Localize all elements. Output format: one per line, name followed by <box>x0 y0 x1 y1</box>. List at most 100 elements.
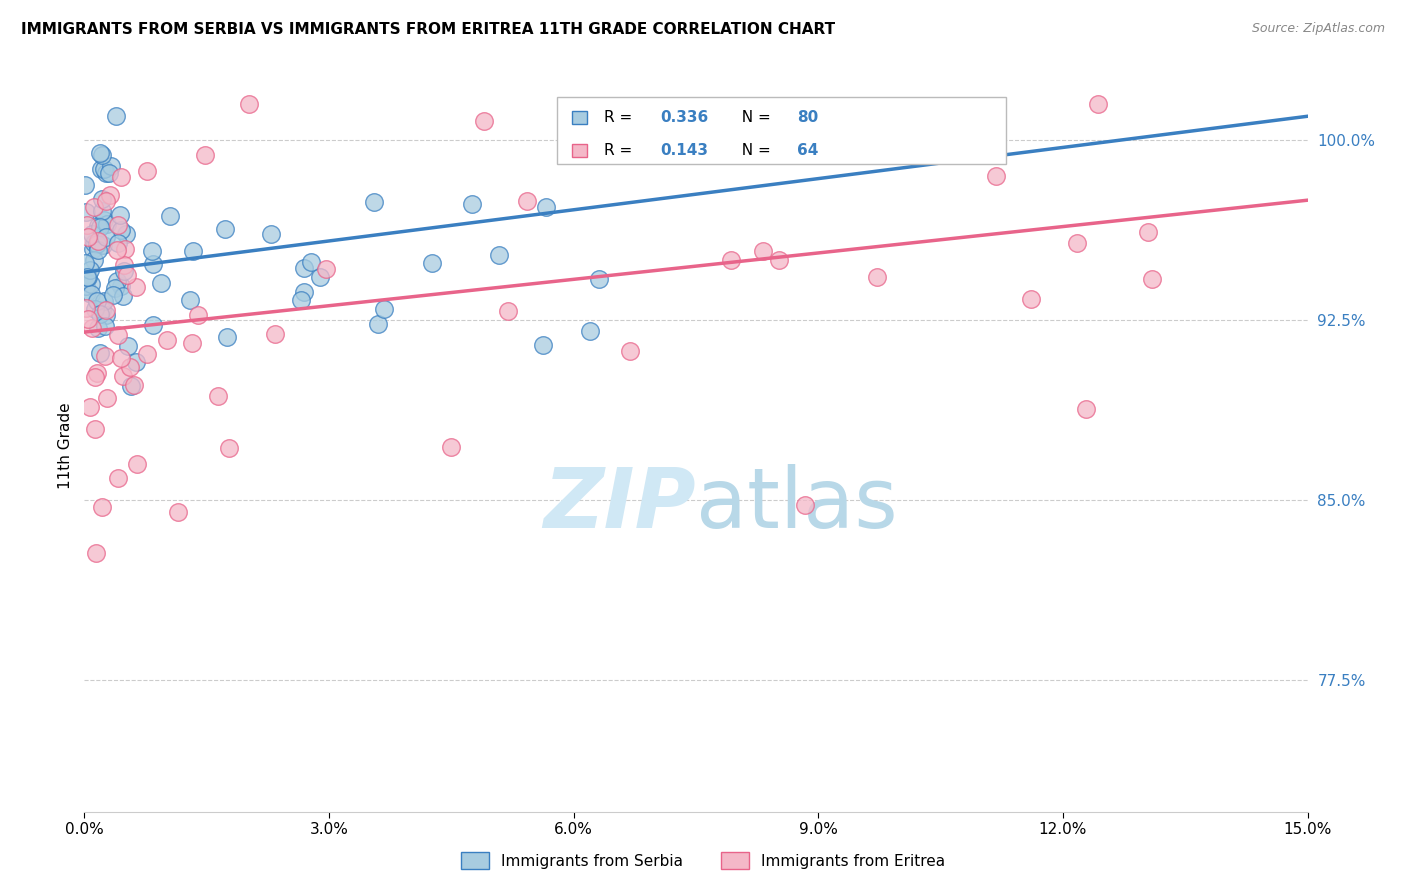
Point <box>578 324 600 338</box>
Legend: Immigrants from Serbia, Immigrants from Eritrea: Immigrants from Serbia, Immigrants from … <box>456 846 950 875</box>
Point <box>187 308 209 322</box>
Point <box>100 159 122 173</box>
Point <box>373 302 395 317</box>
Point <box>1019 293 1042 307</box>
Text: N =: N = <box>733 110 776 125</box>
Point <box>461 196 484 211</box>
Point <box>76 269 98 284</box>
Point <box>124 280 146 294</box>
Point <box>86 366 108 380</box>
Point <box>76 279 98 293</box>
Point <box>264 326 287 341</box>
Point <box>619 343 641 358</box>
Point <box>115 227 138 242</box>
Point <box>101 287 124 301</box>
Point <box>107 328 129 343</box>
Point <box>180 336 202 351</box>
Point <box>135 164 157 178</box>
Point <box>536 200 558 214</box>
Point <box>110 170 132 185</box>
Text: IMMIGRANTS FROM SERBIA VS IMMIGRANTS FROM ERITREA 11TH GRADE CORRELATION CHART: IMMIGRANTS FROM SERBIA VS IMMIGRANTS FRO… <box>21 22 835 37</box>
Point <box>179 293 201 307</box>
Point <box>125 457 148 471</box>
Point <box>83 253 105 268</box>
Point <box>159 209 181 223</box>
Point <box>96 217 118 231</box>
Point <box>90 162 112 177</box>
Point <box>83 422 105 436</box>
Point <box>89 220 111 235</box>
Point <box>531 337 554 351</box>
Point <box>1137 225 1160 239</box>
Point <box>107 236 129 251</box>
Point <box>111 368 134 383</box>
Point <box>516 194 538 209</box>
Point <box>94 319 117 334</box>
Point <box>111 289 134 303</box>
Text: atlas: atlas <box>696 464 897 545</box>
Point <box>112 258 135 272</box>
Text: 0.143: 0.143 <box>659 144 709 158</box>
Point <box>86 294 108 309</box>
Point <box>294 261 316 276</box>
Point <box>136 347 159 361</box>
Point <box>260 227 283 242</box>
Point <box>87 234 110 248</box>
Point <box>181 244 204 258</box>
Point <box>86 244 108 258</box>
Point <box>83 235 105 250</box>
Point <box>214 222 236 236</box>
Point <box>80 321 103 335</box>
Point <box>488 248 510 262</box>
Point <box>439 440 461 454</box>
Bar <box>557 97 1005 164</box>
Point <box>90 147 112 161</box>
Point <box>104 280 127 294</box>
Point <box>588 272 610 286</box>
Point <box>156 333 179 347</box>
Point <box>238 97 260 112</box>
Text: ZIP: ZIP <box>543 464 696 545</box>
Point <box>75 301 97 316</box>
Point <box>84 546 107 560</box>
Point <box>90 192 112 206</box>
Point <box>315 261 337 276</box>
Point <box>76 285 98 299</box>
Point <box>720 252 742 267</box>
Point <box>125 355 148 369</box>
Bar <box>572 111 588 124</box>
Point <box>80 287 103 301</box>
Point <box>217 330 239 344</box>
Point <box>1066 235 1088 250</box>
Point <box>89 145 111 160</box>
Point <box>86 237 108 252</box>
Point <box>93 213 115 227</box>
Point <box>292 285 315 299</box>
Point <box>94 194 117 209</box>
Point <box>94 229 117 244</box>
Point <box>1087 97 1109 112</box>
Point <box>114 243 136 257</box>
Point <box>90 302 112 317</box>
Point <box>96 166 118 180</box>
Point <box>79 400 101 414</box>
Point <box>496 304 519 318</box>
Point <box>91 204 114 219</box>
Point <box>118 359 141 374</box>
Point <box>93 294 115 309</box>
Point <box>75 256 97 270</box>
Point <box>984 169 1007 183</box>
Point <box>83 369 105 384</box>
Point <box>583 136 606 150</box>
Point <box>124 378 146 392</box>
Point <box>474 113 496 128</box>
Point <box>77 230 100 244</box>
Point <box>75 204 97 219</box>
Y-axis label: 11th Grade: 11th Grade <box>58 402 73 490</box>
Text: 0.336: 0.336 <box>659 110 709 125</box>
Text: 64: 64 <box>797 144 818 158</box>
Point <box>658 133 681 147</box>
Point <box>142 257 165 271</box>
Point <box>86 321 108 335</box>
Point <box>79 263 101 277</box>
